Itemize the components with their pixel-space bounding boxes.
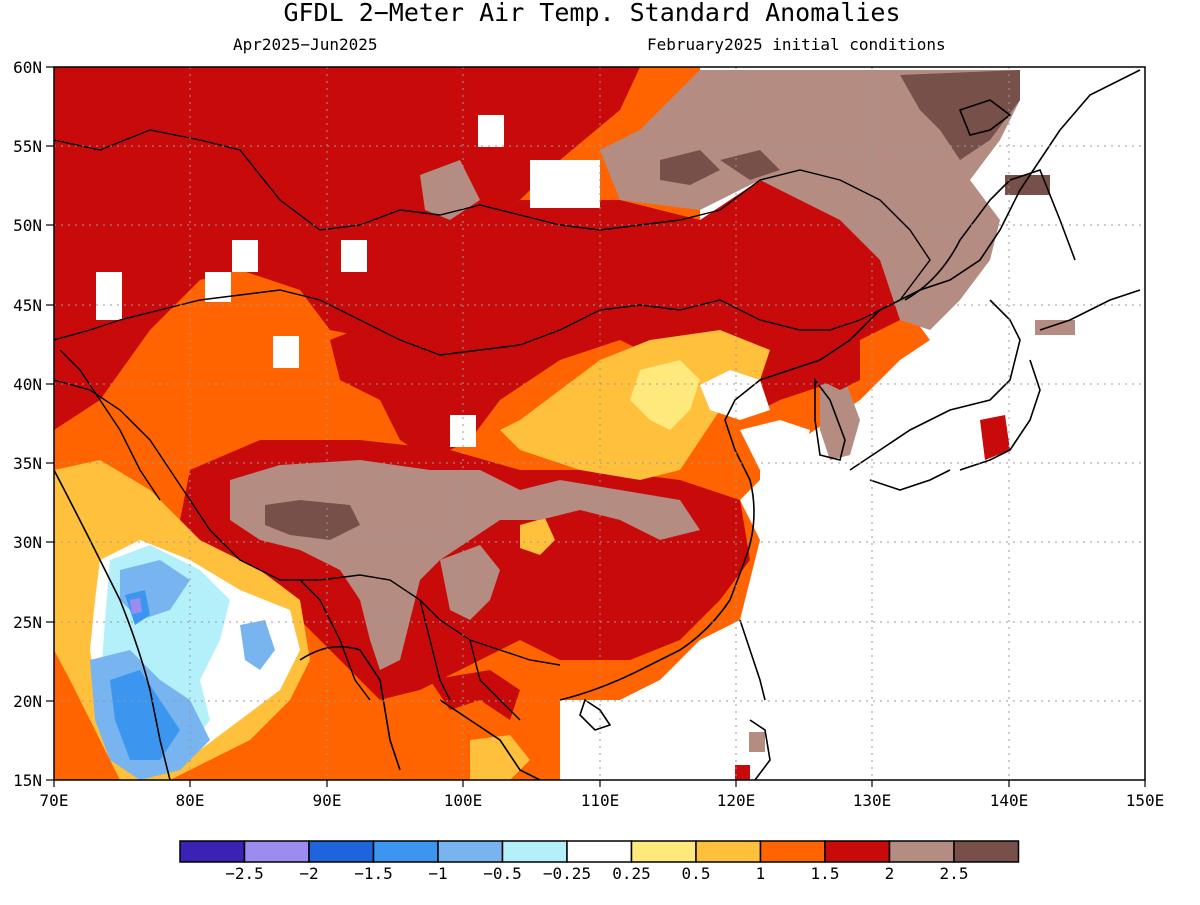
lat-label: 15N — [13, 771, 42, 790]
colorbar-label: 2.5 — [940, 864, 969, 883]
map-area — [54, 67, 1145, 780]
masked-cell — [341, 240, 367, 272]
lon-label: 120E — [717, 791, 756, 810]
lon-label: 140E — [990, 791, 1029, 810]
masked-cell — [273, 336, 299, 368]
latitude-labels: 60N 55N 50N 45N 40N 35N 30N 25N 20N 15N — [13, 58, 42, 790]
sakhalin-tan — [1005, 175, 1050, 195]
colorbar-label: −0.25 — [543, 864, 591, 883]
anomaly-field-neg1 — [110, 670, 180, 760]
colorbar-swatch — [630, 840, 697, 863]
longitude-labels: 70E 80E 90E 100E 110E 120E 130E 140E 150… — [40, 791, 1165, 810]
anomaly-field-2.0-b — [330, 180, 930, 460]
lon-ticks — [53, 780, 1146, 787]
anomaly-field-3.0-tibet — [265, 500, 360, 540]
masked-cell — [530, 160, 600, 208]
lat-label: 50N — [13, 216, 42, 235]
lon-label: 110E — [581, 791, 620, 810]
colorbar-label: −1 — [428, 864, 447, 883]
anomaly-field-indochina-c — [470, 735, 530, 780]
taiwan-red — [735, 765, 750, 780]
anomaly-field-3.0 — [900, 70, 1020, 160]
colorbar-label: 1 — [756, 864, 766, 883]
forecast-period: Apr2025−Jun2025 — [233, 35, 378, 54]
lat-label: 40N — [13, 375, 42, 394]
lon-label: 90E — [313, 791, 342, 810]
anomaly-field-3.0-b — [660, 150, 720, 185]
anomaly-field-neg0.5-c — [240, 620, 275, 670]
masked-cell — [232, 240, 258, 272]
colorbar-swatch — [308, 840, 375, 863]
colorbar-label: −1.5 — [354, 864, 393, 883]
lat-label: 55N — [13, 137, 42, 156]
lon-label: 100E — [444, 791, 483, 810]
initial-conditions-label: February2025 initial conditions — [647, 35, 946, 54]
colorbar-label: −2.5 — [225, 864, 264, 883]
colorbar-label: 1.5 — [811, 864, 840, 883]
lat-label: 30N — [13, 533, 42, 552]
colorbar-swatch — [179, 840, 246, 863]
masked-cell — [478, 115, 504, 147]
anomaly-field-indochina — [380, 680, 580, 780]
anomaly-field-2.5-c — [440, 545, 500, 620]
ocean-south-china-sea — [560, 640, 760, 780]
anomaly-field-0.5 — [630, 360, 700, 430]
yellow-sea — [740, 420, 810, 480]
ocean-east-china-sea — [740, 67, 1145, 780]
anomaly-field-2.0-d — [54, 100, 260, 220]
colorbar-swatch — [953, 840, 1020, 863]
colorbar-label: 0.25 — [612, 864, 651, 883]
masked-cell — [96, 272, 122, 320]
map-title: GFDL 2−Meter Air Temp. Standard Anomalie… — [283, 0, 900, 27]
lat-label: 35N — [13, 454, 42, 473]
colorbar-swatch — [566, 840, 633, 863]
japan-red — [980, 415, 1010, 460]
lat-label: 45N — [13, 296, 42, 315]
korea-red — [820, 320, 860, 390]
lat-label: 20N — [13, 692, 42, 711]
colorbar-swatch — [824, 840, 891, 863]
colorbar-swatch — [243, 840, 310, 863]
colorbar-swatch — [501, 840, 568, 863]
colorbar-swatch — [759, 840, 826, 863]
colorbar-label: −0.5 — [483, 864, 522, 883]
lon-label: 80E — [176, 791, 205, 810]
colorbar-legend: −2.5 −2 −1.5 −1 −0.5 −0.25 0.25 0.5 1 1.5 2 2.5 — [179, 840, 1020, 883]
lon-label: 130E — [853, 791, 892, 810]
lat-label: 25N — [13, 613, 42, 632]
bohai-sea — [700, 370, 770, 420]
anomaly-field-3.0-c — [720, 150, 780, 180]
lon-label: 150E — [1126, 791, 1165, 810]
anomaly-field-2.5 — [600, 70, 1020, 330]
anomaly-field-1.0-b — [520, 518, 555, 555]
colorbar-swatch — [437, 840, 504, 863]
colorbar-label: −2 — [299, 864, 318, 883]
taiwan-tan — [749, 732, 765, 752]
anomaly-field-2.5-b — [420, 160, 480, 220]
colorbar-label: 0.5 — [682, 864, 711, 883]
lat-label: 60N — [13, 58, 42, 77]
colorbar-swatch — [695, 840, 762, 863]
colorbar-swatch — [372, 840, 439, 863]
colorbar-swatch — [888, 840, 955, 863]
colorbar-label: 2 — [885, 864, 895, 883]
country-borders — [54, 129, 931, 721]
lat-ticks — [46, 66, 54, 781]
anomaly-field-neg2.5 — [130, 598, 142, 614]
japan-tan — [1035, 320, 1075, 335]
lon-label: 70E — [40, 791, 69, 810]
